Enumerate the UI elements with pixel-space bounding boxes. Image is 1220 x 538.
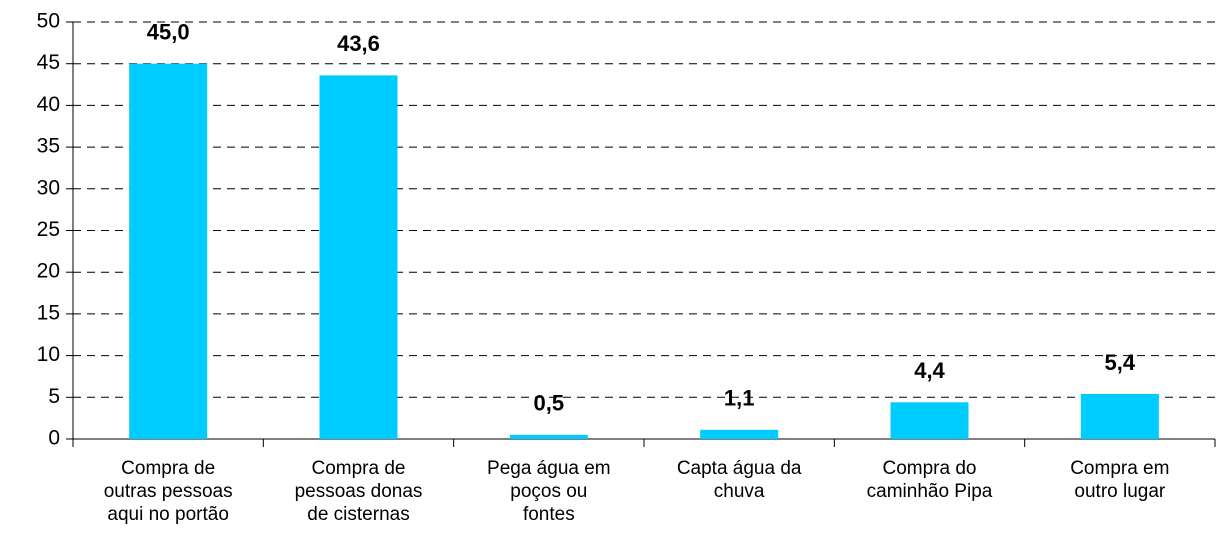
y-tick-label: 0 [48, 427, 60, 450]
data-label: 5,4 [1105, 350, 1136, 375]
x-tick-label: Compra de pessoas donas de cisternas [294, 458, 423, 525]
data-label: 4,4 [914, 358, 945, 383]
y-tick-label: 45 [37, 51, 60, 74]
data-label: 45,0 [147, 20, 190, 45]
x-tick-label: Capta água da chuva [676, 458, 802, 502]
x-tick-label: Compra em outro lugar [1070, 458, 1170, 502]
y-tick-label: 35 [37, 135, 60, 158]
data-label: 1,1 [724, 386, 755, 411]
x-tick-label: Compra do caminhão Pipa [866, 458, 993, 502]
y-tick-label: 20 [37, 260, 60, 283]
y-tick-label: 5 [48, 385, 60, 408]
bar [700, 429, 779, 439]
bar [319, 75, 398, 439]
x-tick-label: Pega água em poços ou fontes [487, 458, 611, 525]
y-tick-label: 25 [37, 218, 60, 241]
bar [509, 434, 588, 439]
bar [890, 402, 969, 439]
y-tick-label: 15 [37, 301, 60, 324]
y-tick-label: 30 [37, 176, 60, 199]
x-tick-label: Compra de outras pessoas aqui no portão [103, 458, 233, 525]
y-tick-label: 40 [37, 93, 60, 116]
data-label: 0,5 [534, 391, 565, 416]
data-label: 43,6 [337, 31, 380, 56]
bar [129, 63, 208, 439]
y-tick-label: 50 [37, 10, 60, 33]
y-tick-label: 10 [37, 343, 60, 366]
bar [1080, 393, 1159, 439]
